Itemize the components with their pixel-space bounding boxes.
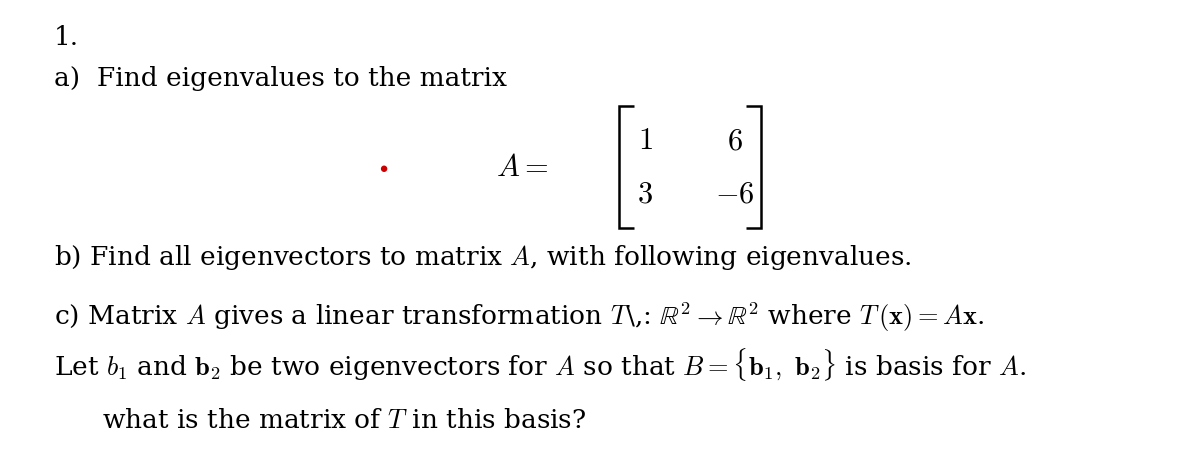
Text: $-6$: $-6$ xyxy=(715,178,755,209)
Text: $1$: $1$ xyxy=(637,125,653,156)
Text: what is the matrix of $\mathit{T}$ in this basis?: what is the matrix of $\mathit{T}$ in th… xyxy=(102,408,587,433)
Text: $\bullet$: $\bullet$ xyxy=(379,158,389,176)
Text: b) Find all eigenvectors to matrix $\mathit{A}$, with following eigenvalues.: b) Find all eigenvectors to matrix $\mat… xyxy=(54,243,912,272)
Text: 1.: 1. xyxy=(54,25,79,50)
Text: Let $b_1$ and $\mathbf{b}_2$ be two eigenvectors for $\mathit{A}$ so that $\math: Let $b_1$ and $\mathbf{b}_2$ be two eige… xyxy=(54,346,1026,382)
Text: $\mathit{A}=$: $\mathit{A}=$ xyxy=(496,152,548,183)
Text: $3$: $3$ xyxy=(637,178,653,209)
Text: $6$: $6$ xyxy=(727,125,743,156)
Text: c) Matrix $\mathit{A}$ gives a linear transformation $\mathit{T}$\,: $\mathbb{R}: c) Matrix $\mathit{A}$ gives a linear tr… xyxy=(54,300,984,334)
Text: a)  Find eigenvalues to the matrix: a) Find eigenvalues to the matrix xyxy=(54,66,508,92)
